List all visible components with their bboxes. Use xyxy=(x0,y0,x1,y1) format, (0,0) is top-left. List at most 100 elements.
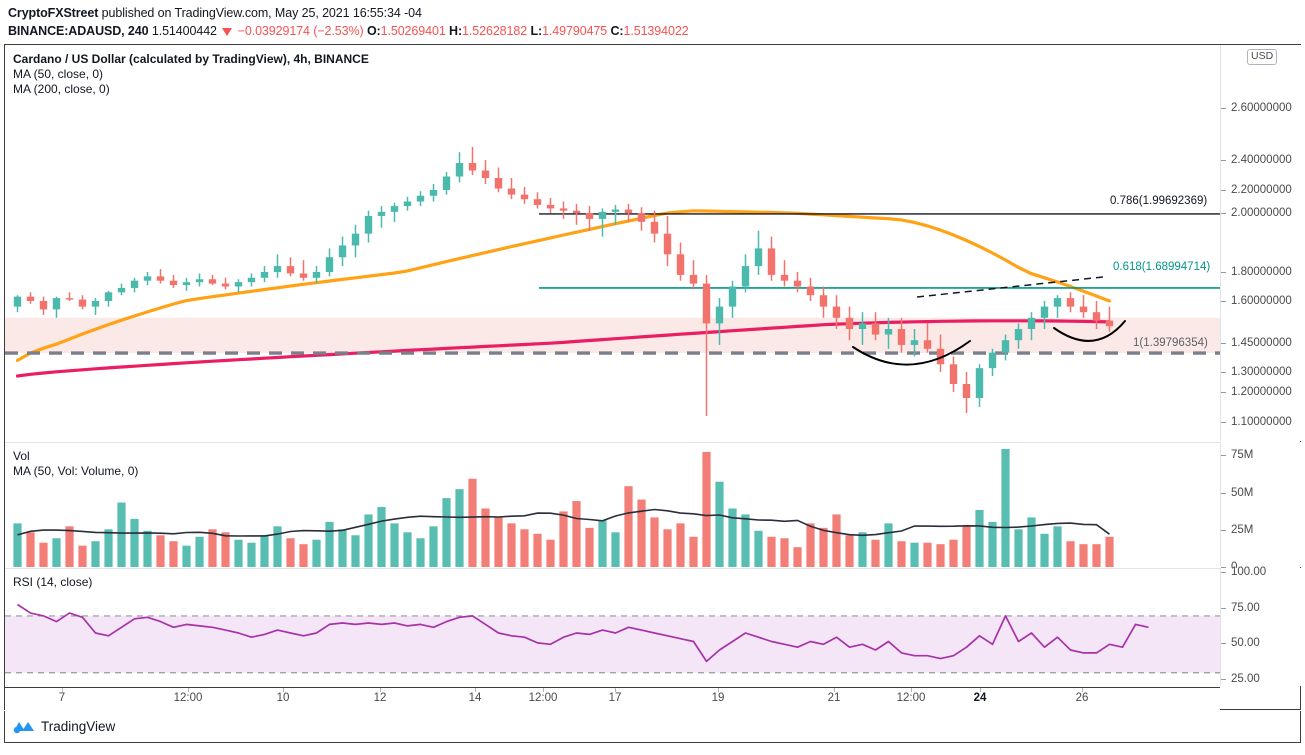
header-quote-line: BINANCE:ADAUSD, 240 1.51400442 −0.039291… xyxy=(8,22,1297,40)
time-axis-tick-mark xyxy=(283,688,284,692)
high-value: 1.52628182 xyxy=(462,24,528,38)
volume-chart-canvas[interactable] xyxy=(5,443,1220,567)
rsi-axis-tick-label: 50.00 xyxy=(1231,637,1260,650)
price-axis-tick-mark xyxy=(1221,343,1226,344)
time-axis-tick-label: 12:00 xyxy=(528,692,558,704)
price-axis-tick-label: 2.00000000 xyxy=(1231,207,1292,219)
time-axis[interactable]: 7 12:00 10 12 14 12:00 17 19 21 12:00 24 26 xyxy=(5,687,1220,710)
published-text: published on TradingView.com, May 25, 20… xyxy=(101,6,422,20)
price-pane-legend: Cardano / US Dollar (calculated by Tradi… xyxy=(13,52,369,97)
high-label: H: xyxy=(449,24,463,38)
time-axis-tick-mark xyxy=(1082,688,1083,692)
chart-frame: Cardano / US Dollar (calculated by Tradi… xyxy=(4,44,1302,710)
change-absolute: −0.03929174 xyxy=(237,24,310,38)
symbol-label[interactable]: BINANCE:ADAUSD, 240 xyxy=(8,24,149,38)
publisher-name: CryptoFXStreet xyxy=(8,6,99,20)
rsi-axis-tick-label: 25.00 xyxy=(1231,672,1260,685)
price-axis-tick-label: 1.45000000 xyxy=(1231,337,1292,349)
last-price: 1.51400442 xyxy=(151,24,217,38)
time-axis-tick-mark xyxy=(380,688,381,692)
chart-footer: TradingView xyxy=(4,711,1301,743)
tradingview-brand-label: TradingView xyxy=(41,719,116,734)
price-axis-tick-label: 2.60000000 xyxy=(1231,102,1292,114)
chart-header: CryptoFXStreet published on TradingView.… xyxy=(0,0,1305,44)
price-axis-tick-mark xyxy=(1221,108,1226,109)
price-axis[interactable]: USD 2.60000000 2.40000000 2.20000000 2.0000… xyxy=(1220,45,1302,460)
price-axis-tick-mark xyxy=(1221,301,1226,302)
rsi-axis-tick-mark xyxy=(1221,572,1226,574)
price-axis-tick-mark xyxy=(1221,422,1226,423)
low-label: L: xyxy=(530,24,543,38)
volume-axis-tick-label: 25M xyxy=(1231,523,1254,536)
price-chart-canvas[interactable] xyxy=(5,45,1220,441)
volume-axis-tick-mark xyxy=(1221,567,1226,568)
price-axis-tick-label: 1.60000000 xyxy=(1231,295,1292,307)
close-value: 1.51394022 xyxy=(623,24,689,38)
curve-annotation-0 xyxy=(852,340,971,366)
volume-axis-tick-mark xyxy=(1221,529,1226,531)
price-legend-title: Cardano / US Dollar (calculated by Tradi… xyxy=(13,52,369,66)
rsi-legend-title[interactable]: RSI (14, close) xyxy=(13,575,93,589)
triangle-down-icon xyxy=(222,28,233,36)
open-value: 1.50269401 xyxy=(380,24,446,38)
volume-axis[interactable]: 75M 50M 25M 0 xyxy=(1220,442,1302,573)
low-value: 1.49790475 xyxy=(542,24,608,38)
volume-legend-ma[interactable]: MA (50, Vol: Volume, 0) xyxy=(13,464,139,478)
fib-1000-label: 1(1.39796354) xyxy=(1133,337,1208,349)
price-axis-tick-label: 1.80000000 xyxy=(1231,266,1292,278)
price-axis-tick-mark xyxy=(1221,392,1226,393)
time-axis-tick-mark xyxy=(834,688,835,692)
currency-badge: USD xyxy=(1247,49,1278,65)
rsi-pane[interactable] xyxy=(5,568,1220,686)
price-pane[interactable] xyxy=(5,45,1220,441)
time-axis-tick-label: 12 xyxy=(373,692,387,704)
rsi-axis-tick-label: 75.00 xyxy=(1231,601,1260,614)
time-axis-tick-mark xyxy=(718,688,719,692)
time-axis-tick-label: 12:00 xyxy=(896,692,926,704)
time-axis-tick-mark xyxy=(188,688,189,692)
time-axis-tick-label: 12:00 xyxy=(173,692,203,704)
price-axis-tick-label: 1.20000000 xyxy=(1231,386,1292,398)
volume-axis-tick-label: 75M xyxy=(1231,449,1254,462)
time-axis-tick-mark xyxy=(475,688,476,692)
change-percent: (−2.53%) xyxy=(313,24,364,38)
time-axis-tick-label: 24 xyxy=(973,692,987,704)
price-axis-tick-label: 1.10000000 xyxy=(1231,416,1292,428)
curve-annotation-2 xyxy=(1053,320,1126,342)
time-axis-tick-label: 14 xyxy=(468,692,482,704)
open-label: O: xyxy=(366,24,381,38)
price-legend-ma-fast[interactable]: MA (50, close, 0) xyxy=(13,67,104,81)
volume-axis-tick-label: 0 xyxy=(1231,561,1238,573)
volume-axis-tick-mark xyxy=(1221,492,1226,494)
rsi-axis-tick-mark xyxy=(1221,643,1226,645)
close-label: C: xyxy=(610,24,624,38)
tradingview-logo-icon xyxy=(13,719,35,735)
rsi-axis-tick-label: 100.00 xyxy=(1231,566,1267,579)
price-axis-tick-label: 2.20000000 xyxy=(1231,184,1292,196)
rsi-axis-tick-mark xyxy=(1221,678,1226,680)
time-axis-tick-mark xyxy=(543,688,544,692)
price-axis-tick-mark xyxy=(1221,272,1226,273)
volume-pane-legend: Vol MA (50, Vol: Volume, 0) xyxy=(13,449,138,479)
fib-0618-label: 0.618(1.68994714) xyxy=(1113,261,1211,273)
price-axis-tick-mark xyxy=(1221,190,1226,191)
volume-axis-tick-label: 50M xyxy=(1231,486,1254,499)
rsi-axis[interactable]: 100.00 75.00 50.00 25.00 xyxy=(1220,566,1302,686)
time-axis-tick-mark xyxy=(62,688,63,692)
time-axis-tick-mark xyxy=(980,688,981,692)
header-attribution-line: CryptoFXStreet published on TradingView.… xyxy=(8,4,1297,22)
price-axis-tick-label: 2.40000000 xyxy=(1231,154,1292,166)
rsi-axis-tick-mark xyxy=(1221,607,1226,609)
price-axis-tick-mark xyxy=(1221,213,1226,214)
price-axis-tick-mark xyxy=(1221,372,1226,373)
volume-legend-title: Vol xyxy=(13,449,30,463)
time-axis-tick-label: 10 xyxy=(276,692,290,704)
price-axis-tick-label: 1.30000000 xyxy=(1231,366,1292,378)
volume-axis-tick-mark xyxy=(1221,455,1226,457)
rsi-pane-legend: RSI (14, close) xyxy=(13,575,92,590)
volume-pane[interactable] xyxy=(5,442,1220,567)
fib-0786-label: 0.786(1.99692369) xyxy=(1110,195,1208,207)
price-legend-ma-slow[interactable]: MA (200, close, 0) xyxy=(13,82,110,96)
rsi-chart-canvas[interactable] xyxy=(5,569,1220,686)
time-axis-tick-label: 17 xyxy=(608,692,622,704)
